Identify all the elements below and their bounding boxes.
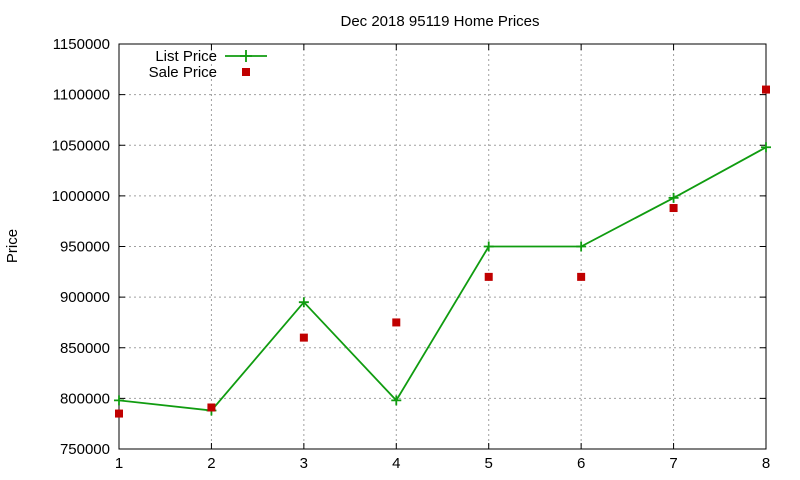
x-tick-label: 2 — [207, 455, 215, 472]
sale-price-point — [392, 318, 401, 327]
x-tick-label: 4 — [392, 455, 400, 472]
x-tick-label: 1 — [115, 455, 123, 472]
list-price-point — [114, 395, 124, 406]
y-tick-label: 1150000 — [53, 36, 110, 53]
y-tick-label: 950000 — [60, 239, 110, 256]
list-price-point — [576, 241, 587, 252]
legend-marker-sale-price — [242, 68, 250, 76]
tick-layer: 750000 800000 850000 900000 950000 1000000 105… — [52, 36, 771, 472]
x-tick-label: 6 — [577, 455, 585, 472]
sale-price-point — [669, 204, 678, 213]
chart-title: Dec 2018 95119 Home Prices — [341, 13, 540, 30]
y-tick-label: 1000000 — [52, 188, 110, 205]
sale-price-point — [484, 272, 493, 281]
y-axis-label: Price — [4, 229, 21, 263]
sale-price-point — [207, 403, 216, 412]
y-tick-label: 800000 — [60, 390, 110, 407]
legend-label-list-price: List Price — [155, 48, 217, 65]
y-tick-label: 1050000 — [52, 137, 110, 154]
sale-price-point — [577, 272, 586, 281]
series-layer — [114, 85, 771, 418]
sale-price-point — [115, 409, 123, 418]
list-price-point — [298, 297, 309, 308]
y-tick-label: 1100000 — [53, 87, 110, 104]
list-price-point — [391, 395, 402, 406]
sale-price-point — [762, 85, 770, 94]
sale-price-point — [299, 333, 308, 342]
legend-marker-list-price — [240, 50, 252, 62]
y-tick-label: 850000 — [60, 340, 110, 357]
list-price-point — [483, 241, 494, 252]
y-tick-label: 900000 — [60, 289, 110, 306]
grid-layer — [119, 44, 766, 449]
list-price-line — [118, 146, 767, 412]
x-tick-label: 7 — [669, 455, 677, 472]
list-price-point — [668, 192, 679, 203]
x-tick-label: 5 — [485, 455, 493, 472]
x-tick-label: 3 — [300, 455, 308, 472]
legend-label-sale-price: Sale Price — [149, 64, 217, 81]
list-price-point — [761, 142, 771, 153]
x-tick-label: 8 — [762, 455, 770, 472]
plot-frame — [118, 43, 767, 450]
y-tick-label: 750000 — [60, 441, 110, 458]
legend: List Price Sale Price — [149, 48, 267, 81]
